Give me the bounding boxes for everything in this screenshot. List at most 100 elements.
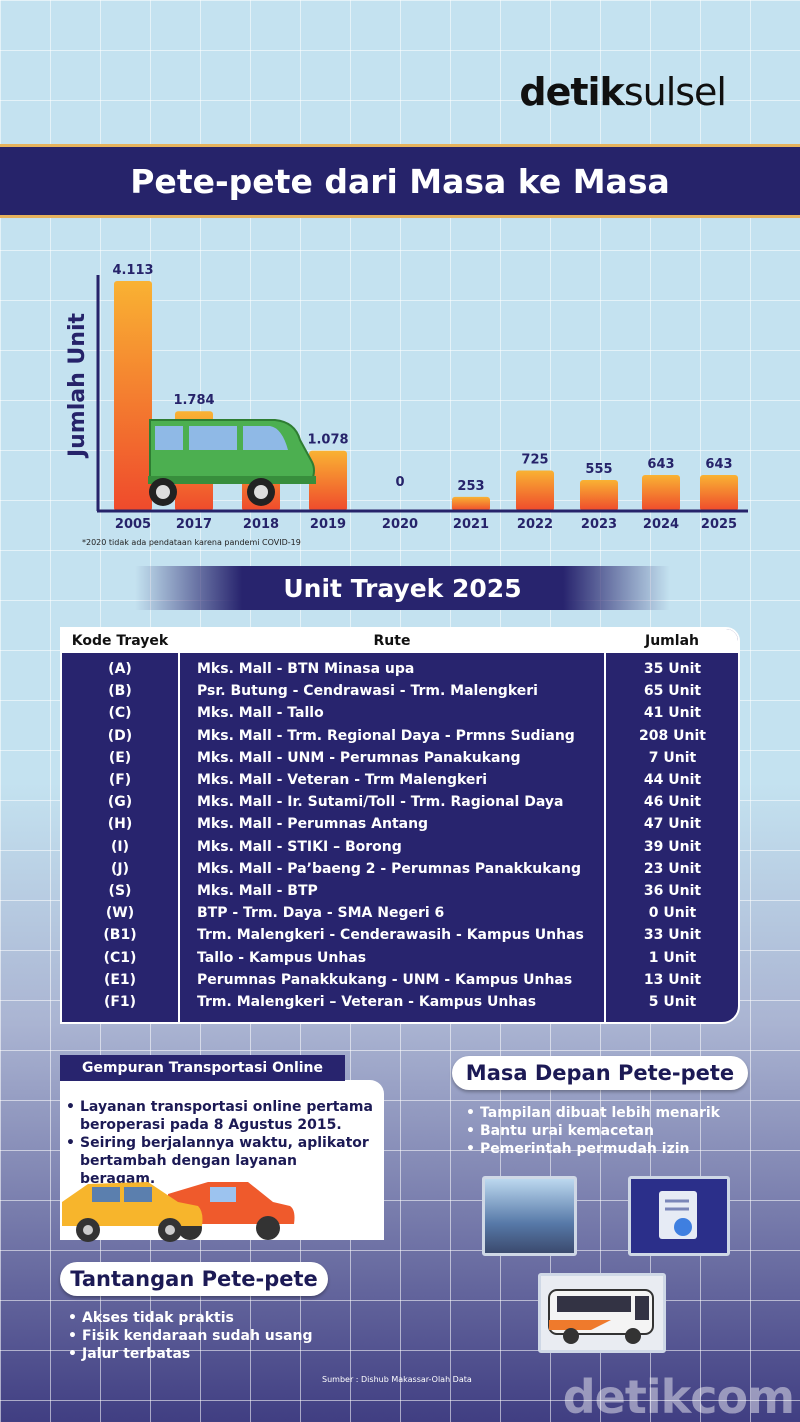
- unit-count: 33 Unit: [643, 927, 702, 944]
- bullet: Bantu urai kemacetan: [466, 1122, 766, 1140]
- route-name: Perumnas Panakkukang - UNM - Kampus Unha…: [197, 971, 573, 988]
- table-row: (B) Psr. Butung - Cendrawasi - Trm. Malen…: [62, 680, 738, 702]
- unit-count: 1 Unit: [648, 949, 697, 966]
- source-note: Sumber : Dishub Makassar-Olah Data: [322, 1375, 472, 1384]
- route-name: Tallo - Kampus Unhas: [197, 949, 367, 966]
- bullet: Pemerintah permudah izin: [466, 1140, 766, 1158]
- future-bullets: Tampilan dibuat lebih menarik Bantu urai…: [466, 1104, 766, 1158]
- x-tick-2024: 2024: [643, 517, 679, 532]
- unit-count: 47 Unit: [643, 816, 702, 833]
- x-tick-2021: 2021: [453, 517, 489, 532]
- column-divider: [604, 629, 606, 1024]
- cars-illustration: [62, 1182, 295, 1242]
- value-label-2021: 253: [457, 479, 484, 494]
- route-code: (W): [105, 905, 135, 922]
- header-kode: Kode Trayek: [62, 629, 178, 653]
- route-name: Mks. Mall - BTN Minasa upa: [197, 661, 415, 677]
- route-code: (B1): [103, 927, 137, 944]
- route-code: (S): [108, 883, 132, 899]
- online-heading: Gempuran Transportasi Online: [60, 1055, 345, 1081]
- bullet: Seiring berjalannya waktu, aplikator ber…: [66, 1134, 376, 1188]
- route-table: Kode Trayek Rute Jumlah (A) Mks. Mall - B…: [60, 627, 740, 1024]
- table-row: (J) Mks. Mall - Pa’baeng 2 - Perumnas Pan…: [62, 858, 738, 880]
- route-name: BTP - Trm. Daya - SMA Negeri 6: [197, 905, 445, 922]
- table-row: (I) Mks. Mall - STIKI – Borong 39 Unit: [62, 836, 738, 858]
- route-name: Mks. Mall - Perumnas Antang: [197, 816, 429, 833]
- table-row: (H) Mks. Mall - Perumnas Antang 47 Unit: [62, 813, 738, 835]
- unit-count: 65 Unit: [643, 683, 702, 700]
- route-name: Mks. Mall - Tallo: [197, 705, 324, 722]
- value-label-2025: 643: [705, 457, 732, 472]
- table-row: (S) Mks. Mall - BTP 36 Unit: [62, 880, 738, 902]
- value-label-2017: 1.784: [173, 393, 214, 408]
- unit-count: 23 Unit: [643, 860, 702, 877]
- table-row: (E) Mks. Mall - UNM - Perumnas Panakukang…: [62, 747, 738, 769]
- route-code: (A): [108, 661, 132, 677]
- table-row: (G) Mks. Mall - Ir. Sutami/Toll - Trm. Ra…: [62, 791, 738, 813]
- route-code: (E): [108, 749, 132, 766]
- x-tick-2018: 2018: [243, 517, 279, 532]
- bar-chart: Jumlah Unit 4.11320051.78420171.22720181…: [65, 263, 748, 532]
- bullet: Layanan transportasi online pertama bero…: [66, 1098, 376, 1134]
- bar-2023: [580, 479, 618, 511]
- route-code: (F1): [103, 994, 137, 1010]
- page-title: Pete-pete dari Masa ke Masa: [130, 161, 670, 201]
- table-row: (C) Mks. Mall - Tallo 41 Unit: [62, 702, 738, 724]
- table-row: (E1) Perumnas Panakkukang - UNM - Kampus …: [62, 969, 738, 991]
- bar-2005: [114, 281, 152, 511]
- bus-image: [538, 1273, 666, 1353]
- bullet: Akses tidak praktis: [68, 1309, 368, 1327]
- route-name: Mks. Mall - Ir. Sutami/Toll - Trm. Ragio…: [197, 794, 564, 811]
- unit-count: 0 Unit: [648, 905, 697, 922]
- route-code: (G): [107, 794, 133, 811]
- route-code: (I): [110, 838, 129, 855]
- route-code: (J): [110, 860, 129, 877]
- x-tick-2022: 2022: [517, 517, 553, 532]
- table-section-title: Unit Trayek 2025: [135, 566, 670, 610]
- unit-count: 39 Unit: [643, 838, 702, 855]
- bar-2025: [700, 475, 738, 511]
- value-label-2019: 1.078: [307, 433, 348, 448]
- unit-count: 7 Unit: [648, 749, 697, 766]
- x-tick-2019: 2019: [310, 517, 346, 532]
- value-label-2023: 555: [585, 462, 612, 477]
- y-axis-label: Jumlah Unit: [65, 312, 90, 459]
- table-row: (A) Mks. Mall - BTN Minasa upa 35 Unit: [62, 658, 738, 680]
- angkot-illustration: [148, 419, 316, 506]
- unit-count: 41 Unit: [643, 705, 702, 722]
- challenges-bullets: Akses tidak praktis Fisik kendaraan suda…: [68, 1309, 368, 1363]
- permit-icon: [628, 1176, 730, 1256]
- table-row: (F1) Trm. Malengkeri – Veteran - Kampus U…: [62, 991, 738, 1013]
- route-code: (C): [108, 705, 132, 722]
- unit-count: 46 Unit: [643, 794, 702, 811]
- route-code: (E1): [103, 971, 137, 988]
- bullet: Fisik kendaraan sudah usang: [68, 1327, 368, 1345]
- x-tick-2025: 2025: [701, 517, 737, 532]
- route-name: Mks. Mall - UNM - Perumnas Panakukang: [197, 749, 521, 766]
- value-label-2005: 4.113: [112, 263, 153, 278]
- route-name: Psr. Butung - Cendrawasi - Trm. Malengke…: [197, 683, 538, 700]
- table-row: (W) BTP - Trm. Daya - SMA Negeri 6 0 Unit: [62, 902, 738, 924]
- route-name: Mks. Mall - STIKI – Borong: [197, 838, 402, 855]
- header-rute: Rute: [180, 629, 604, 653]
- table-row: (D) Mks. Mall - Trm. Regional Daya - Prmn…: [62, 725, 738, 747]
- route-name: Trm. Malengkeri - Cenderawasih - Kampus …: [197, 927, 584, 944]
- x-tick-2017: 2017: [176, 517, 212, 532]
- bar-2024: [642, 475, 680, 511]
- unit-count: 5 Unit: [648, 994, 697, 1010]
- table-row: (F) Mks. Mall - Veteran - Trm Malengkeri 4…: [62, 769, 738, 791]
- detiksulsel-logo: detiksulsel: [519, 70, 727, 114]
- unit-count: 13 Unit: [643, 971, 702, 988]
- future-heading: Masa Depan Pete-pete: [452, 1056, 748, 1090]
- table-row: (C1) Tallo - Kampus Unhas 1 Unit: [62, 947, 738, 969]
- online-bullets: Layanan transportasi online pertama bero…: [66, 1098, 376, 1188]
- unit-count: 35 Unit: [643, 661, 702, 677]
- title-banner: Pete-pete dari Masa ke Masa: [0, 144, 800, 218]
- x-tick-2020: 2020: [382, 517, 418, 532]
- route-code: (D): [107, 727, 133, 744]
- column-divider: [178, 629, 180, 1024]
- bar-2022: [516, 470, 554, 511]
- bullet: Jalur terbatas: [68, 1345, 368, 1363]
- bar-2021: [452, 496, 490, 511]
- route-code: (C1): [103, 949, 137, 966]
